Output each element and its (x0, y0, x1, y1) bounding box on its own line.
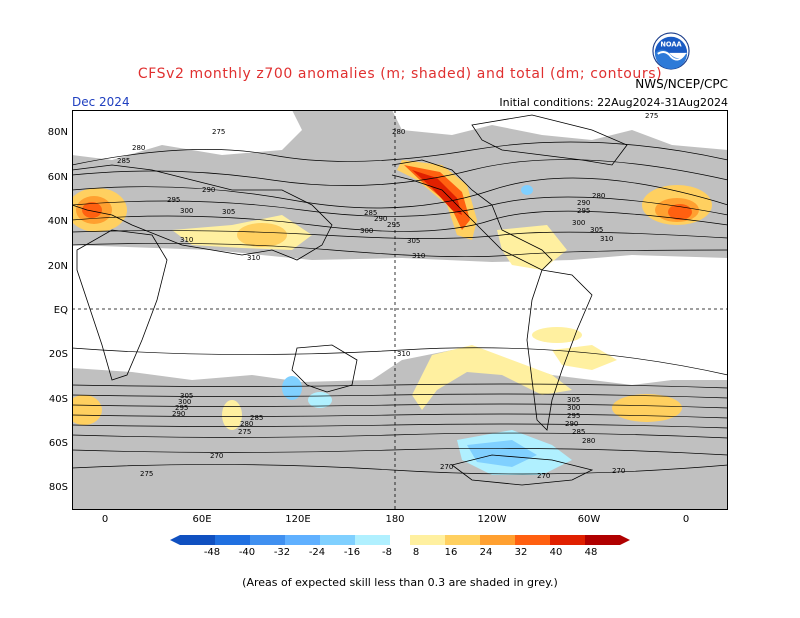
anomaly-map: 275 280 285 290 295 300 305 310 280 285 … (72, 110, 728, 510)
contour-label: 285 (250, 414, 263, 422)
contour-label: 280 (392, 128, 405, 136)
contour-label: 275 (645, 112, 658, 120)
contour-label: 290 (565, 420, 578, 428)
map-frame (72, 110, 728, 510)
contour-label: 290 (374, 215, 387, 223)
contour-label: 310 (397, 350, 410, 358)
contour-label: 285 (117, 157, 130, 165)
contour-label: 310 (412, 252, 425, 260)
contour-label: 305 (180, 392, 193, 400)
colorbar-label: -32 (273, 547, 291, 558)
contour-label: 305 (567, 396, 580, 404)
svg-text:NOAA: NOAA (660, 40, 682, 48)
lat-label: 60S (48, 438, 68, 449)
lon-label: 60W (577, 514, 601, 525)
contour-label: 270 (537, 472, 550, 480)
lat-label: 20N (47, 261, 68, 272)
contour-label: 295 (387, 221, 400, 229)
contour-label: 290 (202, 186, 215, 194)
contour-label: 300 (180, 207, 193, 215)
lon-label: 0 (101, 514, 109, 525)
contour-label: 270 (612, 467, 625, 475)
contour-label: 305 (222, 208, 235, 216)
lat-label: 20S (48, 349, 68, 360)
lat-label: 40S (48, 394, 68, 405)
lat-label: 80N (47, 127, 68, 138)
chart-title: CFSv2 monthly z700 anomalies (m; shaded)… (137, 66, 663, 82)
contour-label: 300 (567, 404, 580, 412)
colorbar-label: 48 (584, 547, 598, 558)
contour-label: 305 (407, 237, 420, 245)
contour-label: 295 (577, 207, 590, 215)
colorbar-label: 24 (479, 547, 493, 558)
contour-label: 300 (572, 219, 585, 227)
colorbar-label: 16 (444, 547, 458, 558)
colorbar-label: -16 (343, 547, 361, 558)
contour-label: 295 (567, 412, 580, 420)
height-contours (72, 141, 728, 475)
contour-label: 285 (364, 209, 377, 217)
lat-label: EQ (53, 305, 68, 316)
contour-label: 290 (172, 410, 185, 418)
contour-label: 270 (210, 452, 223, 460)
lat-label: 80S (48, 482, 68, 493)
lon-label: 120E (285, 514, 311, 525)
color-bar (170, 535, 630, 545)
noaa-logo-icon: NOAA (652, 32, 690, 70)
contour-label: 285 (572, 428, 585, 436)
agency-label: NWS/NCEP/CPC (635, 77, 728, 91)
contour-label: 310 (247, 254, 260, 262)
colorbar-label: -40 (238, 547, 256, 558)
contour-label: 280 (582, 437, 595, 445)
contour-label: 300 (360, 227, 373, 235)
contour-label: 310 (180, 236, 193, 244)
lat-label: 60N (47, 172, 68, 183)
contour-label-layer: 275 280 285 290 295 300 305 310 280 285 … (117, 112, 658, 480)
lon-label: 120W (477, 514, 507, 525)
lon-label: 0 (682, 514, 690, 525)
coastlines (72, 114, 628, 486)
lon-label: 60E (192, 514, 212, 525)
contour-label: 305 (590, 226, 603, 234)
contour-label: 290 (577, 199, 590, 207)
colorbar-label: -8 (382, 547, 392, 558)
colorbar-label: 32 (514, 547, 528, 558)
forecast-month: Dec 2024 (72, 95, 130, 109)
contour-label: 270 (440, 463, 453, 471)
colorbar-label: -24 (308, 547, 326, 558)
contour-label: 275 (238, 428, 251, 436)
contour-label: 275 (140, 470, 153, 478)
initial-conditions: Initial conditions: 22Aug2024-31Aug2024 (499, 96, 728, 109)
skill-footnote: (Areas of expected skill less than 0.3 a… (242, 576, 558, 589)
colorbar-label: 8 (412, 547, 420, 558)
contour-label: 280 (592, 192, 605, 200)
contour-label: 295 (175, 404, 188, 412)
colorbar-label: 40 (549, 547, 563, 558)
lat-label: 40N (47, 216, 68, 227)
positive-anomalies (72, 160, 712, 430)
contour-label: 310 (600, 235, 613, 243)
contour-label: 280 (240, 420, 253, 428)
contour-label: 300 (178, 398, 191, 406)
contour-label: 275 (212, 128, 225, 136)
contour-label: 280 (132, 144, 145, 152)
colorbar-label: -48 (203, 547, 221, 558)
lon-label: 180 (385, 514, 405, 525)
negative-anomalies (282, 185, 572, 475)
contour-label: 295 (167, 196, 180, 204)
